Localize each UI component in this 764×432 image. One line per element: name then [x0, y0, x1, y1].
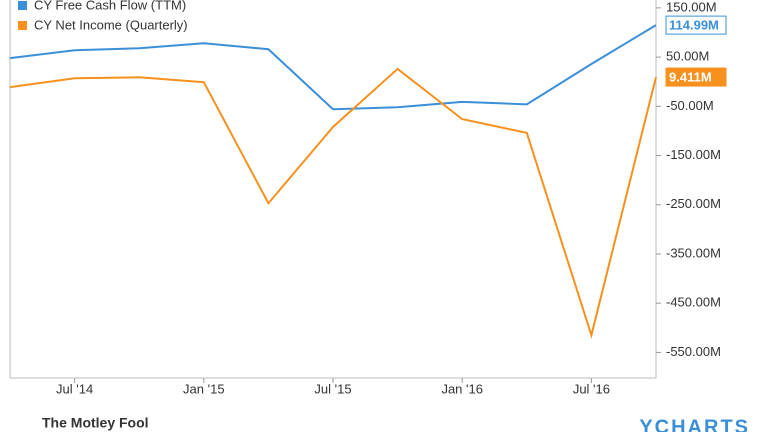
plot-frame — [9, 0, 657, 379]
y-tick-label: -350.00M — [666, 245, 721, 260]
series-line — [9, 24, 657, 111]
value-label: 114.99M — [669, 18, 719, 33]
footer-left: The Motley Fool — [42, 415, 149, 431]
legend-swatch — [18, 1, 27, 10]
legend-label: CY Net Income (Quarterly) — [34, 17, 188, 32]
legend-label: CY Free Cash Flow (TTM) — [34, 0, 186, 12]
x-tick-label: Jul '14 — [56, 381, 93, 396]
y-tick-label: -550.00M — [666, 344, 721, 359]
x-tick-label: Jul '15 — [314, 381, 351, 396]
footer-right: YCHARTS — [639, 416, 750, 432]
x-tick-label: Jul '16 — [573, 381, 610, 396]
value-label: 9.411M — [669, 70, 712, 85]
x-tick-label: Jan '15 — [183, 381, 225, 396]
value-label-box — [665, 15, 727, 35]
y-tick-label: -250.00M — [666, 196, 721, 211]
y-tick-label: 50.00M — [666, 49, 709, 64]
y-tick-label: -450.00M — [666, 295, 721, 310]
series-line — [9, 67, 657, 339]
y-tick-label: 150.00M — [666, 0, 717, 14]
y-tick-label: -150.00M — [666, 147, 721, 162]
y-tick-label: -50.00M — [666, 98, 714, 113]
value-label-box — [665, 67, 727, 87]
x-tick-label: Jan '16 — [441, 381, 483, 396]
legend-swatch — [18, 21, 27, 30]
